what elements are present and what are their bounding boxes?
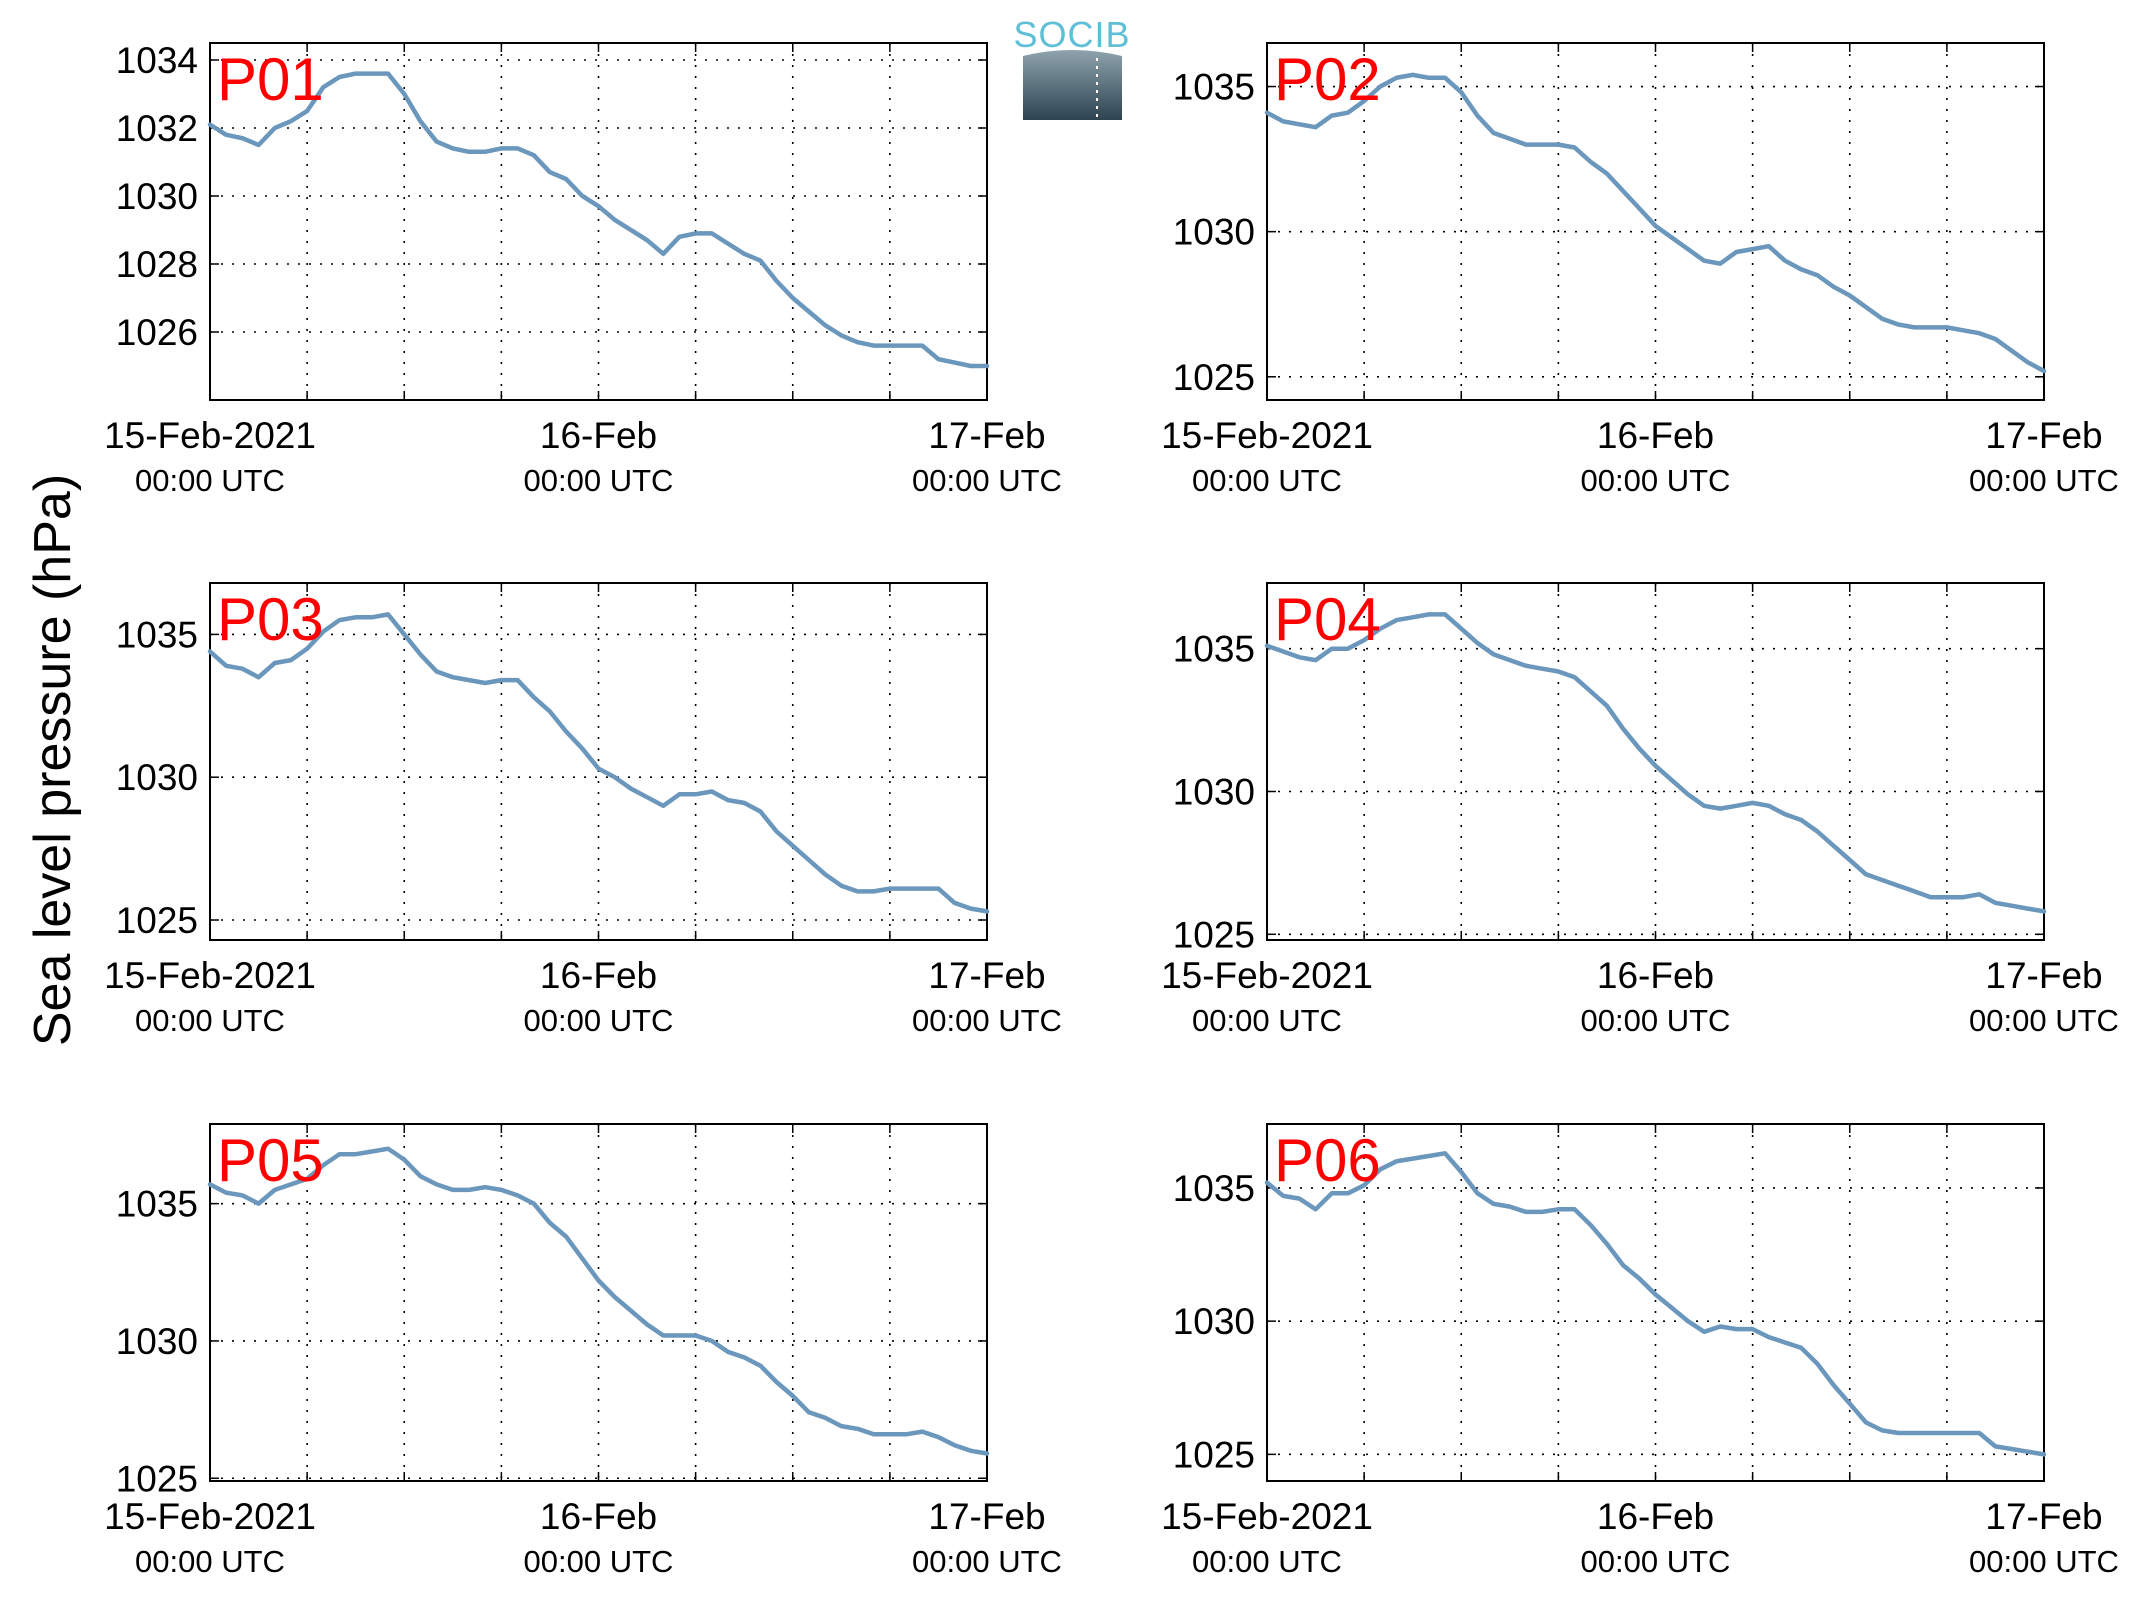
x-tick-sublabel: 00:00 UTC <box>912 1544 1062 1579</box>
y-tick-label: 1025 <box>1173 1434 1255 1475</box>
y-tick-label: 1035 <box>1173 1168 1255 1209</box>
panel-label: P06 <box>1274 1127 1381 1194</box>
y-tick-label: 1030 <box>1173 212 1255 253</box>
axes-frame <box>209 1123 988 1482</box>
x-tick-sublabel: 00:00 UTC <box>1969 463 2119 498</box>
y-tick-label: 1028 <box>116 244 198 285</box>
axes-frame <box>1266 582 2045 941</box>
x-tick-label: 17-Feb <box>1985 1496 2102 1537</box>
y-tick-label: 1030 <box>116 1321 198 1362</box>
x-tick-sublabel: 00:00 UTC <box>135 463 285 498</box>
panels-group: 1026 1028 1030 1032 1034 15-Feb-2021 00:00 UTC… <box>104 40 2119 1579</box>
x-tick-sublabel: 00:00 UTC <box>1581 1003 1731 1038</box>
x-tick-label: 15-Feb-2021 <box>1161 415 1373 456</box>
panel-label: P01 <box>217 46 324 113</box>
x-tick-label: 15-Feb-2021 <box>104 415 316 456</box>
x-tick-label: 17-Feb <box>928 1496 1045 1537</box>
x-tick-label: 15-Feb-2021 <box>1161 1496 1373 1537</box>
panel-p02: 1025 1030 1035 15-Feb-2021 00:00 UTC 16-Feb 00… <box>1161 42 2119 498</box>
y-tick-label: 1025 <box>1173 914 1255 955</box>
x-tick-sublabel: 00:00 UTC <box>1581 463 1731 498</box>
y-tick-label: 1034 <box>116 40 198 81</box>
x-tick-label: 17-Feb <box>1985 415 2102 456</box>
panel-label: P05 <box>217 1127 324 1194</box>
logo-wave-shape <box>1023 50 1122 120</box>
panel-p03: 1025 1030 1035 15-Feb-2021 00:00 UTC 16-Feb 00… <box>104 582 1062 1038</box>
axes-frame <box>1266 1123 2045 1482</box>
socib-logo: SOCIB <box>1013 14 1130 120</box>
y-tick-label: 1025 <box>116 1458 198 1499</box>
y-tick-label: 1035 <box>116 614 198 655</box>
x-tick-label: 16-Feb <box>540 415 657 456</box>
panel-p04: 1025 1030 1035 15-Feb-2021 00:00 UTC 16-Feb 00… <box>1161 582 2119 1038</box>
y-tick-label: 1035 <box>1173 629 1255 670</box>
panel-p05: 1025 1030 1035 15-Feb-2021 00:00 UTC 16-Feb 00… <box>104 1123 1062 1579</box>
y-axis-label: Sea level pressure (hPa) <box>24 474 82 1046</box>
x-tick-label: 16-Feb <box>540 1496 657 1537</box>
x-tick-sublabel: 00:00 UTC <box>135 1544 285 1579</box>
y-tick-label: 1025 <box>116 900 198 941</box>
x-tick-label: 16-Feb <box>1597 1496 1714 1537</box>
x-tick-label: 17-Feb <box>1985 955 2102 996</box>
series-line-p01 <box>207 71 990 369</box>
series-line-p05 <box>207 1146 990 1456</box>
y-tick-label: 1030 <box>116 176 198 217</box>
x-tick-sublabel: 00:00 UTC <box>1581 1544 1731 1579</box>
y-tick-label: 1035 <box>116 1184 198 1225</box>
logo-text: SOCIB <box>1013 14 1130 55</box>
x-tick-sublabel: 00:00 UTC <box>1969 1544 2119 1579</box>
y-tick-label: 1030 <box>116 757 198 798</box>
x-tick-sublabel: 00:00 UTC <box>1192 463 1342 498</box>
y-tick-label: 1026 <box>116 312 198 353</box>
y-tick-label: 1032 <box>116 108 198 149</box>
panel-label: P04 <box>1274 586 1381 653</box>
x-tick-label: 16-Feb <box>540 955 657 996</box>
y-tick-label: 1035 <box>1173 67 1255 108</box>
y-tick-label: 1025 <box>1173 357 1255 398</box>
x-tick-label: 16-Feb <box>1597 955 1714 996</box>
y-tick-label: 1030 <box>1173 1301 1255 1342</box>
panel-label: P02 <box>1274 46 1381 113</box>
axes-frame <box>1266 42 2045 401</box>
panel-label: P03 <box>217 586 324 653</box>
axes-frame <box>209 42 988 401</box>
x-tick-sublabel: 00:00 UTC <box>524 1544 674 1579</box>
x-tick-sublabel: 00:00 UTC <box>912 463 1062 498</box>
panel-p01: 1026 1028 1030 1032 1034 15-Feb-2021 00:00 UTC… <box>104 40 1062 498</box>
series-line-p06 <box>1264 1151 2047 1457</box>
x-tick-label: 16-Feb <box>1597 415 1714 456</box>
x-tick-label: 15-Feb-2021 <box>104 1496 316 1537</box>
x-tick-sublabel: 00:00 UTC <box>135 1003 285 1038</box>
panel-p06: 1025 1030 1035 15-Feb-2021 00:00 UTC 16-Feb 00… <box>1161 1123 2119 1579</box>
series-line-p03 <box>207 612 990 914</box>
y-tick-label: 1030 <box>1173 771 1255 812</box>
series-line-p04 <box>1264 612 2047 914</box>
x-tick-sublabel: 00:00 UTC <box>1192 1003 1342 1038</box>
x-tick-label: 15-Feb-2021 <box>104 955 316 996</box>
x-tick-label: 15-Feb-2021 <box>1161 955 1373 996</box>
x-tick-label: 17-Feb <box>928 415 1045 456</box>
axes-frame <box>209 582 988 941</box>
x-tick-sublabel: 00:00 UTC <box>912 1003 1062 1038</box>
x-tick-sublabel: 00:00 UTC <box>1969 1003 2119 1038</box>
series-line-p02 <box>1264 72 2047 374</box>
x-tick-sublabel: 00:00 UTC <box>1192 1544 1342 1579</box>
x-tick-sublabel: 00:00 UTC <box>524 1003 674 1038</box>
x-tick-sublabel: 00:00 UTC <box>524 463 674 498</box>
x-tick-label: 17-Feb <box>928 955 1045 996</box>
